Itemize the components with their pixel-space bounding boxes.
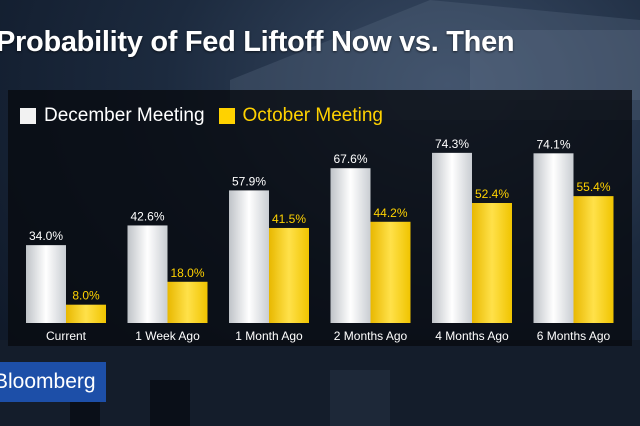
data-label-december-2: 57.9% [232, 174, 266, 188]
category-label-2: 1 Month Ago [235, 329, 303, 343]
legend-item-october: October Meeting [218, 105, 383, 127]
legend-label-december: December Meeting [44, 105, 205, 126]
data-label-december-3: 67.6% [333, 152, 367, 166]
legend-swatch-october [218, 108, 235, 124]
data-label-december-0: 34.0% [29, 229, 63, 243]
bloomberg-logo: Bloomberg [0, 362, 106, 402]
category-label-5: 6 Months Ago [537, 329, 611, 343]
data-label-october-3: 44.2% [373, 206, 407, 220]
legend-swatch-december [20, 108, 36, 124]
data-label-october-4: 52.4% [475, 187, 509, 201]
bar-december-0 [26, 245, 66, 323]
bar-december-4 [432, 152, 472, 323]
bar-october-1 [167, 281, 208, 323]
bar-october-5 [573, 196, 614, 323]
legend-label-october: October Meeting [242, 105, 383, 126]
data-label-october-0: 8.0% [72, 289, 100, 303]
bar-december-1 [127, 225, 168, 323]
chart-title: Probability of Fed Liftoff Now vs. Then [0, 26, 515, 58]
brand-name: Bloomberg [0, 370, 96, 393]
chart-bars: 34.0% 8.0% Current 42.6% 18.0% 1 Week Ago 57.9… [26, 137, 614, 343]
data-label-october-2: 41.5% [272, 212, 306, 226]
bar-october-4 [472, 203, 512, 323]
data-label-october-1: 18.0% [170, 266, 204, 280]
data-label-october-5: 55.4% [576, 180, 610, 194]
legend-item-december: December Meeting [20, 105, 205, 127]
chart-panel [8, 90, 632, 346]
bar-october-2 [269, 227, 309, 323]
bar-october-0 [66, 304, 106, 323]
category-label-4: 4 Months Ago [435, 329, 509, 343]
category-label-0: Current [46, 329, 87, 343]
category-label-1: 1 Week Ago [135, 329, 200, 343]
data-label-december-1: 42.6% [130, 209, 164, 223]
bar-december-5 [533, 153, 574, 323]
chart-legend: December Meeting October Meeting [20, 103, 397, 129]
bar-december-2 [229, 190, 269, 323]
data-label-december-5: 74.1% [536, 137, 570, 151]
data-label-december-4: 74.3% [435, 137, 469, 151]
category-label-3: 2 Months Ago [334, 329, 408, 343]
bar-december-3 [330, 168, 371, 323]
bar-october-3 [370, 221, 411, 323]
